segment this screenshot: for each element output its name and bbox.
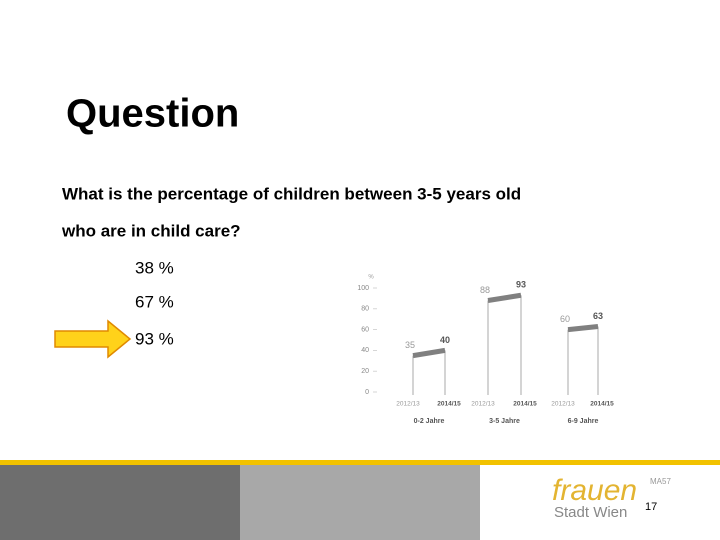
chart: % 0 20 40 60 80 100 2012/13 35 2014/15 40 0-2 Jahre… xyxy=(357,275,614,425)
city: Stadt Wien xyxy=(554,504,627,521)
x-tick-label: 2014/15 xyxy=(590,401,614,408)
data-label: 60 xyxy=(560,314,570,324)
data-label: 93 xyxy=(516,280,526,290)
option: 93 % xyxy=(135,329,174,348)
data-label: 63 xyxy=(593,311,603,321)
department: MA57 xyxy=(650,477,671,486)
footer-block xyxy=(240,465,480,540)
data-label: 35 xyxy=(405,340,415,350)
group-label: 6-9 Jahre xyxy=(568,418,599,425)
footer-block xyxy=(0,465,240,540)
y-tick-label: 60 xyxy=(361,326,369,333)
option: 38 % xyxy=(135,258,174,277)
x-tick-label: 2012/13 xyxy=(396,401,420,408)
answer-arrow xyxy=(54,319,132,359)
x-tick-label: 2012/13 xyxy=(471,401,495,408)
data-label: 40 xyxy=(440,335,450,345)
logo: frauen xyxy=(552,474,637,507)
line xyxy=(412,347,446,359)
x-tick-label: 2012/13 xyxy=(551,401,575,408)
y-tick-label: 40 xyxy=(361,347,369,354)
page-number: 17 xyxy=(645,501,657,513)
line xyxy=(567,323,599,333)
x-tick-label: 2014/15 xyxy=(513,401,537,408)
x-tick-label: 2014/15 xyxy=(437,401,461,408)
question-line: What is the percentage of children betwe… xyxy=(62,184,521,203)
group-label: 3-5 Jahre xyxy=(489,418,520,425)
y-tick-label: 80 xyxy=(361,306,369,313)
y-tick-label: 20 xyxy=(361,368,369,375)
data-label: 88 xyxy=(480,285,490,295)
group-label: 0-2 Jahre xyxy=(414,418,445,425)
slide-title: Question xyxy=(66,92,239,136)
y-axis-label: % xyxy=(368,275,374,281)
question-line: who are in child care? xyxy=(61,221,241,240)
y-tick-label: 100 xyxy=(357,285,369,292)
option: 67 % xyxy=(135,292,174,311)
footer-stripe xyxy=(0,460,720,465)
line xyxy=(487,292,522,303)
y-tick-label: 0 xyxy=(365,389,369,396)
